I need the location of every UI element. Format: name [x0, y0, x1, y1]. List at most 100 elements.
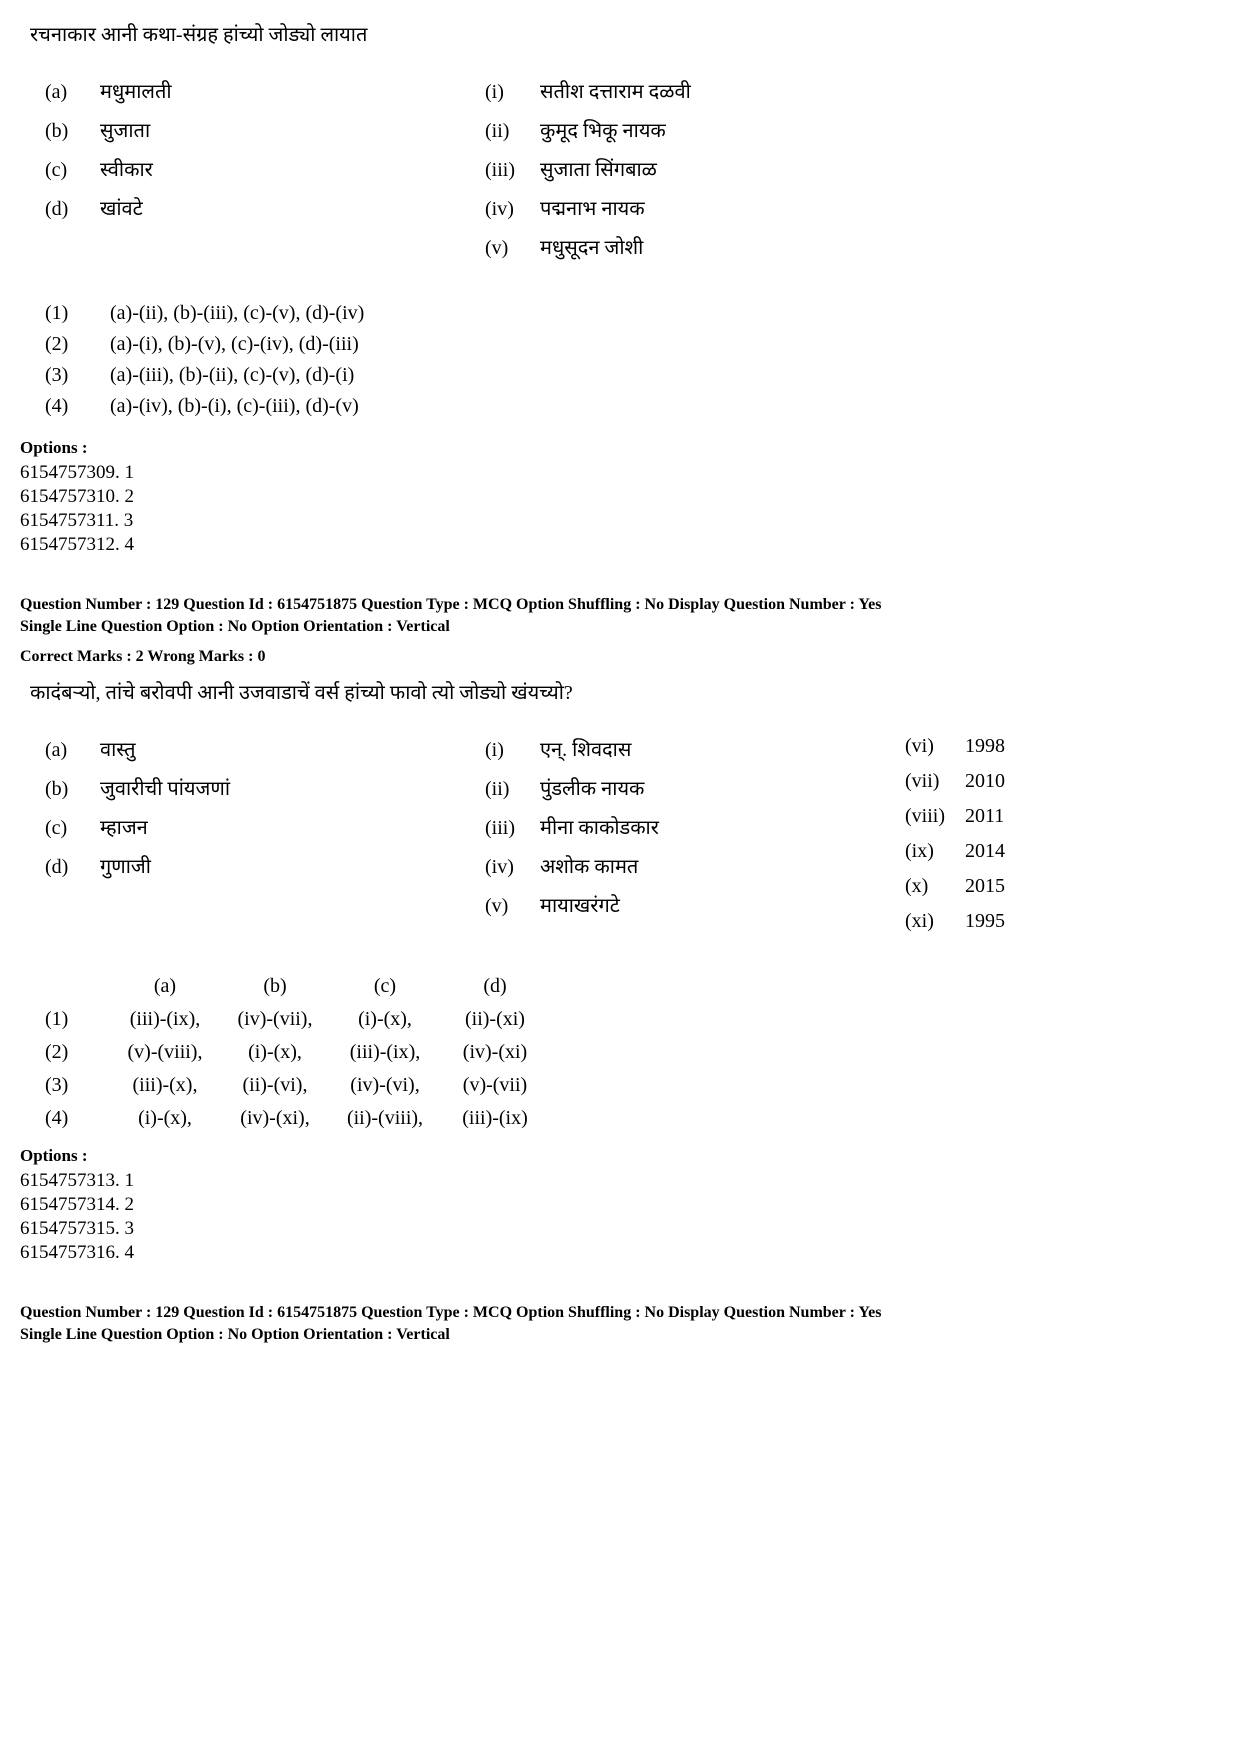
q2-mid-lbl: (iii) [485, 817, 540, 840]
q2-left-row: (a)वास्तु [45, 735, 485, 762]
q1-answer-txt: (a)-(ii), (b)-(iii), (c)-(v), (d)-(iv) [110, 302, 364, 325]
q2-answer-cell: (iii)-(ix), [110, 1008, 220, 1031]
q1-left-row: (d)खांवटे [45, 194, 485, 221]
q1-left-txt: स्वीकार [100, 155, 485, 182]
q1-right-lbl: (iv) [485, 198, 540, 221]
q2-right-row: (vii)2010 [905, 770, 1085, 793]
q1-prompt: रचनाकार आनी कथा-संग्रह हांच्यो जोड्यो ला… [30, 20, 1220, 47]
q2-mid-row: (iv)अशोक कामत [485, 852, 905, 879]
q1-answer-lbl: (3) [45, 364, 110, 387]
q2-option[interactable]: 6154757315. 3 [20, 1218, 1220, 1240]
q2-right-lbl: (xi) [905, 910, 965, 933]
q1-left-lbl: (d) [45, 198, 100, 221]
q1-right-lbl: (v) [485, 237, 540, 260]
q1-option[interactable]: 6154757310. 2 [20, 486, 1220, 508]
q2-answer-header: (b) [220, 975, 330, 998]
q1-right-txt: सुजाता सिंगबाळ [540, 155, 925, 182]
q1-left-txt: खांवटे [100, 194, 485, 221]
q1-right-row: (iv)पद्मनाभ नायक [485, 194, 925, 221]
q2-mid-lbl: (v) [485, 895, 540, 918]
q2-answer-cell: (ii)-(xi) [440, 1008, 550, 1031]
q2-answer-cell: (i)-(x), [330, 1008, 440, 1031]
q2-mid-column: (i)एन्. शिवदास (ii)पुंडलीक नायक (iii)मीन… [485, 735, 905, 945]
q1-right-row: (v)मधुसूदन जोशी [485, 233, 925, 260]
q2-answer-header: (a) [110, 975, 220, 998]
q2-options-list: 6154757313. 1 6154757314. 2 6154757315. … [20, 1170, 1220, 1264]
q2-right-lbl: (vii) [905, 770, 965, 793]
q1-right-txt: सतीश दत्ताराम दळवी [540, 77, 925, 104]
q2-mid-lbl: (iv) [485, 856, 540, 879]
q1-right-row: (i)सतीश दत्ताराम दळवी [485, 77, 925, 104]
q1-option[interactable]: 6154757312. 4 [20, 534, 1220, 556]
q2-left-txt: जुवारीची पांयजणां [100, 774, 485, 801]
q2-left-lbl: (a) [45, 739, 100, 762]
q2-answer-header: (d) [440, 975, 550, 998]
question-meta-line3: Correct Marks : 2 Wrong Marks : 0 [20, 648, 1220, 666]
q2-mid-txt: अशोक कामत [540, 852, 905, 879]
q1-left-txt: मधुमालती [100, 77, 485, 104]
q2-answer-cell: (ii)-(vi), [220, 1074, 330, 1097]
q2-left-txt: गुणाजी [100, 852, 485, 879]
question-meta2-line2: Single Line Question Option : No Option … [20, 1326, 1220, 1344]
q2-answers: (a) (b) (c) (d) (1) (iii)-(ix), (iv)-(vi… [45, 975, 1220, 1130]
q2-answer-cell: (ii)-(viii), [330, 1107, 440, 1130]
q2-answer-cell: (iv)-(xi) [440, 1041, 550, 1064]
q2-right-column: (vi)1998 (vii)2010 (viii)2011 (ix)2014 (… [905, 735, 1085, 945]
q1-right-txt: मधुसूदन जोशी [540, 233, 925, 260]
q2-answer-header: (c) [330, 975, 440, 998]
question-meta-line2: Single Line Question Option : No Option … [20, 618, 1220, 636]
q2-answer-lbl: (4) [45, 1107, 110, 1130]
q2-left-row: (b)जुवारीची पांयजणां [45, 774, 485, 801]
q1-answer-row: (3)(a)-(iii), (b)-(ii), (c)-(v), (d)-(i) [45, 364, 1220, 387]
q2-option[interactable]: 6154757313. 1 [20, 1170, 1220, 1192]
q2-mid-row: (i)एन्. शिवदास [485, 735, 905, 762]
q1-right-row: (ii)कुमूद भिकू नायक [485, 116, 925, 143]
q2-options-label: Options : [20, 1146, 1220, 1166]
q2-right-lbl: (viii) [905, 805, 965, 828]
q2-right-txt: 2015 [965, 875, 1085, 898]
q2-mid-lbl: (ii) [485, 778, 540, 801]
q2-answer-cell: (iii)-(ix), [330, 1041, 440, 1064]
q2-mid-txt: मायाखरंगटे [540, 891, 905, 918]
q2-left-lbl: (d) [45, 856, 100, 879]
q2-answer-lbl: (3) [45, 1074, 110, 1097]
q1-left-txt: सुजाता [100, 116, 485, 143]
q1-left-lbl: (c) [45, 159, 100, 182]
q2-option[interactable]: 6154757316. 4 [20, 1242, 1220, 1264]
q2-answer-cell: (v)-(viii), [110, 1041, 220, 1064]
q1-right-lbl: (i) [485, 81, 540, 104]
q2-mid-txt: पुंडलीक नायक [540, 774, 905, 801]
q2-left-txt: म्हाजन [100, 813, 485, 840]
q2-left-column: (a)वास्तु (b)जुवारीची पांयजणां (c)म्हाजन… [45, 735, 485, 945]
q1-option[interactable]: 6154757309. 1 [20, 462, 1220, 484]
q1-right-txt: कुमूद भिकू नायक [540, 116, 925, 143]
q1-option[interactable]: 6154757311. 3 [20, 510, 1220, 532]
q2-right-txt: 2014 [965, 840, 1085, 863]
q2-right-row: (vi)1998 [905, 735, 1085, 758]
q2-right-txt: 2010 [965, 770, 1085, 793]
q1-left-lbl: (a) [45, 81, 100, 104]
q2-option[interactable]: 6154757314. 2 [20, 1194, 1220, 1216]
q2-match-columns: (a)वास्तु (b)जुवारीची पांयजणां (c)म्हाजन… [45, 735, 1220, 945]
q1-options-label: Options : [20, 438, 1220, 458]
q1-right-lbl: (iii) [485, 159, 540, 182]
q1-match-columns: (a)मधुमालती (b)सुजाता (c)स्वीकार (d)खांव… [45, 77, 1220, 272]
q1-right-row: (iii)सुजाता सिंगबाळ [485, 155, 925, 182]
q2-mid-row: (iii)मीना काकोडकार [485, 813, 905, 840]
q2-left-row: (c)म्हाजन [45, 813, 485, 840]
q2-prompt: कादंबऱ्यो, तांचे बरोवपी आनी उजवाडाचें वर… [30, 678, 1220, 705]
q2-right-txt: 1995 [965, 910, 1085, 933]
q1-left-row: (c)स्वीकार [45, 155, 485, 182]
q1-right-lbl: (ii) [485, 120, 540, 143]
q2-mid-lbl: (i) [485, 739, 540, 762]
q2-answer-lbl: (2) [45, 1041, 110, 1064]
q2-mid-row: (ii)पुंडलीक नायक [485, 774, 905, 801]
q2-right-row: (ix)2014 [905, 840, 1085, 863]
q1-right-column: (i)सतीश दत्ताराम दळवी (ii)कुमूद भिकू नाय… [485, 77, 925, 272]
q2-answer-cell: (iii)-(ix) [440, 1107, 550, 1130]
q1-answer-lbl: (4) [45, 395, 110, 418]
q2-right-txt: 2011 [965, 805, 1085, 828]
q2-right-row: (xi)1995 [905, 910, 1085, 933]
question-meta-line1: Question Number : 129 Question Id : 6154… [20, 596, 1220, 614]
q2-answer-cell: (i)-(x), [110, 1107, 220, 1130]
